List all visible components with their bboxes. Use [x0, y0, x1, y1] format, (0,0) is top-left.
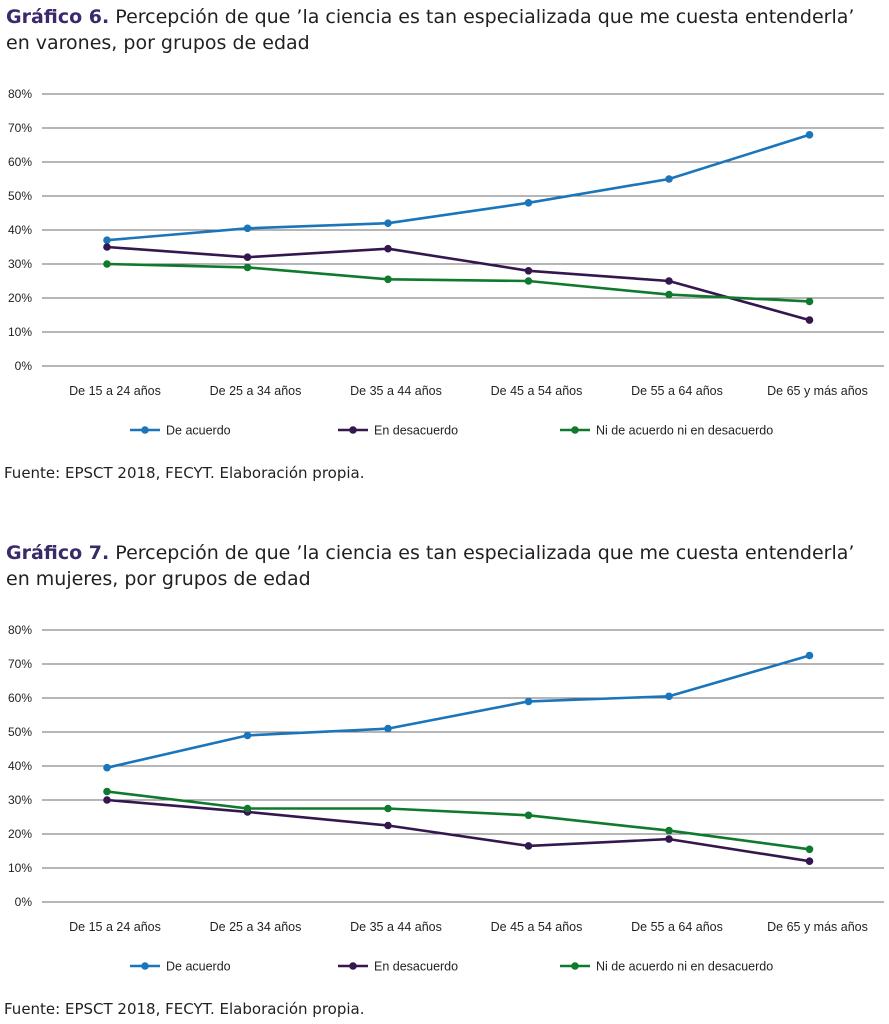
y-tick-label: 50% [8, 189, 32, 203]
data-point [665, 835, 673, 843]
data-point [805, 316, 814, 324]
legend-label: En desacuerdo [374, 424, 458, 438]
data-point [524, 199, 533, 207]
chart-title-2: Gráfico 7. Percepción de que ’la ciencia… [6, 540, 854, 592]
x-tick-label: De 25 a 34 años [210, 920, 302, 934]
data-point [384, 219, 392, 227]
chart-number-1: Gráfico 6. [6, 6, 110, 28]
data-point [665, 175, 673, 183]
data-point [805, 857, 814, 865]
legend-marker [571, 426, 579, 434]
x-tick-label: De 55 a 64 años [631, 384, 723, 398]
y-tick-label: 10% [8, 325, 32, 339]
x-tick-label: De 65 y más años [767, 920, 868, 934]
y-tick-label: 10% [8, 861, 32, 875]
x-tick-label: De 15 a 24 años [69, 920, 161, 934]
x-tick-label: De 65 y más años [767, 384, 868, 398]
series-line-2 [106, 798, 810, 863]
data-point [243, 731, 252, 740]
x-tick-label: De 45 a 54 años [491, 920, 583, 934]
data-point [805, 845, 814, 854]
series-line-3 [106, 262, 810, 303]
data-point [384, 244, 392, 253]
chart-title-text-2: Percepción de que ’la ciencia es tan esp… [115, 542, 855, 564]
data-point [384, 724, 392, 733]
series-line-2 [106, 245, 810, 322]
chart-title-1: Gráfico 6. Percepción de que ’la ciencia… [6, 4, 854, 56]
data-point [243, 224, 252, 233]
data-point [524, 277, 533, 285]
data-point [384, 804, 392, 813]
x-tick-label: De 35 a 44 años [350, 920, 442, 934]
y-tick-label: 20% [8, 291, 32, 305]
y-tick-label: 80% [8, 623, 32, 637]
x-tick-label: De 15 a 24 años [69, 384, 161, 398]
data-point [665, 277, 673, 285]
data-point [103, 787, 111, 796]
y-tick-label: 40% [8, 223, 32, 237]
y-tick-label: 80% [8, 87, 32, 101]
y-tick-label: 50% [8, 725, 32, 739]
data-point [103, 796, 111, 804]
series-line-3 [106, 790, 810, 851]
data-point [103, 243, 111, 251]
legend-marker [571, 962, 579, 970]
legend-label: Ni de acuerdo ni en desacuerdo [596, 424, 773, 438]
data-point [243, 253, 252, 261]
y-tick-label: 70% [8, 657, 32, 671]
data-point [665, 290, 673, 299]
source-note-1: Fuente: EPSCT 2018, FECYT. Elaboración p… [4, 464, 365, 482]
chart-number-2: Gráfico 7. [6, 542, 110, 564]
chart-subtitle-2: en mujeres, por grupos de edad [6, 568, 311, 590]
legend-marker [141, 962, 149, 970]
y-tick-label: 60% [8, 155, 32, 169]
data-point [524, 697, 533, 706]
data-point [524, 811, 533, 820]
legend-label: Ni de acuerdo ni en desacuerdo [596, 960, 773, 974]
line-chart-mujeres: 0% 10% 20% 30% 40% 50% 60% 70% 80% De 15 a 24 año… [8, 623, 884, 974]
data-point [665, 692, 673, 701]
data-point [103, 260, 111, 268]
y-tick-label: 70% [8, 121, 32, 135]
data-point [103, 236, 111, 244]
data-point [384, 821, 392, 830]
y-tick-label: 30% [8, 793, 32, 807]
legend-label: En desacuerdo [374, 960, 458, 974]
legend-label: De acuerdo [166, 424, 231, 438]
series-line-1 [106, 654, 810, 769]
y-tick-label: 20% [8, 827, 32, 841]
x-tick-label: De 45 a 54 años [491, 384, 583, 398]
legend-marker [141, 426, 149, 434]
data-point [665, 826, 673, 835]
y-tick-label: 60% [8, 691, 32, 705]
data-point [384, 275, 392, 284]
data-point [805, 651, 814, 660]
y-tick-label: 30% [8, 257, 32, 271]
data-point [524, 267, 533, 275]
legend-marker [349, 426, 357, 434]
data-point [103, 763, 111, 772]
y-tick-label: 0% [15, 359, 33, 373]
data-point [805, 131, 814, 139]
chart-subtitle-1: en varones, por grupos de edad [6, 32, 310, 54]
y-tick-label: 0% [15, 895, 33, 909]
data-point [243, 263, 252, 272]
legend-marker [349, 962, 357, 970]
x-tick-label: De 55 a 64 años [631, 920, 723, 934]
data-point [243, 804, 252, 813]
source-note-2: Fuente: EPSCT 2018, FECYT. Elaboración p… [4, 1000, 365, 1018]
chart-title-text-1: Percepción de que ’la ciencia es tan esp… [115, 6, 855, 28]
x-tick-label: De 25 a 34 años [210, 384, 302, 398]
y-tick-label: 40% [8, 759, 32, 773]
x-tick-label: De 35 a 44 años [350, 384, 442, 398]
series-line-1 [106, 133, 810, 242]
data-point [805, 297, 814, 306]
legend-label: De acuerdo [166, 960, 231, 974]
data-point [524, 842, 533, 850]
line-chart-varones: 0% 10% 20% 30% 40% 50% 60% 70% 80% De 15 a 24 año… [8, 87, 884, 438]
